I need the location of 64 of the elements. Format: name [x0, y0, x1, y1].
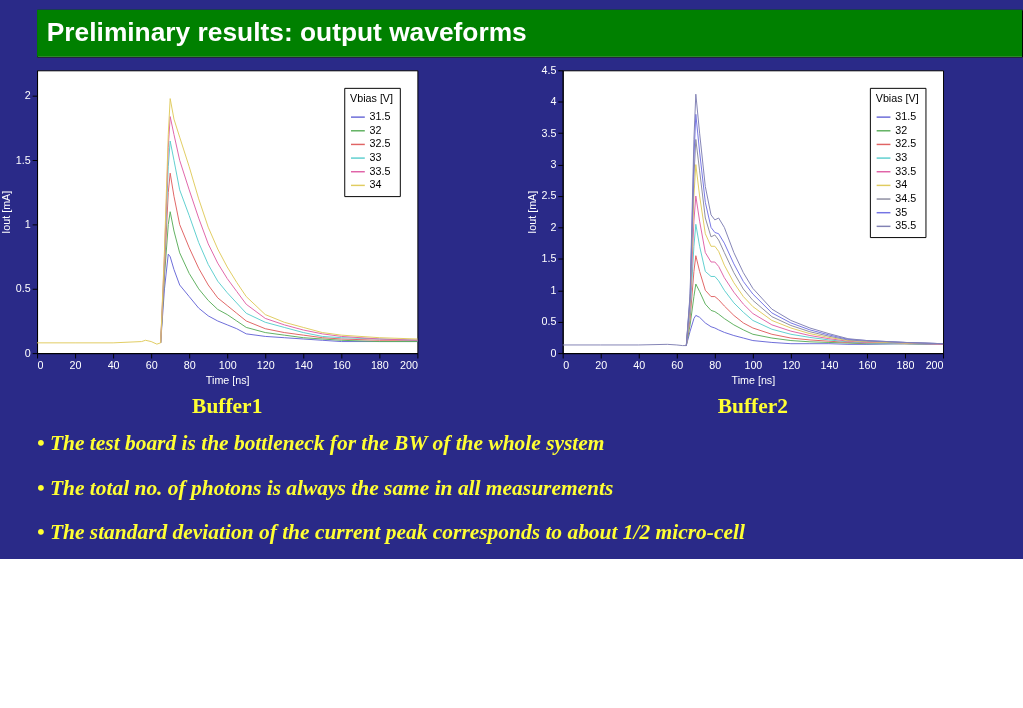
y-tick-label: 4: [550, 95, 557, 108]
legend-label: 35: [895, 205, 908, 218]
legend-title: Vbias [V]: [875, 92, 919, 105]
text: Buffer1: [192, 393, 263, 418]
x-tick-label: 0: [563, 359, 570, 372]
x-tick-label: 160: [858, 359, 877, 372]
y-tick-label: 1: [550, 283, 557, 296]
legend-label: 32.5: [369, 137, 391, 150]
x-tick-label: 0: [37, 359, 44, 372]
y-tick-label: 1.5: [541, 252, 557, 265]
x-tick-label: 200: [399, 359, 418, 372]
y-tick-label: 0: [550, 346, 557, 359]
legend-label: 32: [895, 123, 908, 136]
y-tick-label: 1.5: [15, 153, 31, 166]
legend-label: 32.5: [895, 137, 917, 150]
legend-label: 31.5: [369, 110, 391, 123]
legend-label: 33: [369, 151, 382, 164]
x-tick-label: 60: [145, 359, 158, 372]
x-axis-title: Time [ns]: [731, 373, 776, 386]
x-axis-title: Time [ns]: [205, 373, 250, 386]
x-tick-label: 100: [744, 359, 763, 372]
legend-label: 31.5: [895, 110, 917, 123]
text: • The standard deviation of the current peak corresponds to about 1/2 micro-cell: [37, 520, 745, 545]
x-tick-label: 140: [820, 359, 839, 372]
x-tick-label: 20: [69, 359, 82, 372]
text: • The total no. of photons is always the same in all measurements: [37, 475, 614, 500]
x-tick-label: 180: [370, 359, 389, 372]
y-axis-title: Iout [mA]: [525, 190, 538, 234]
y-tick-label: 2: [24, 89, 31, 102]
text: Buffer2: [717, 393, 788, 418]
legend-label: 33: [895, 151, 908, 164]
legend-label: 33.5: [369, 164, 391, 177]
y-tick-label: 3: [550, 158, 557, 170]
x-tick-label: 20: [595, 359, 608, 372]
x-tick-label: 120: [782, 359, 801, 372]
x-tick-label: 40: [633, 359, 646, 372]
y-tick-label: 0: [24, 346, 31, 359]
y-tick-label: 2: [550, 220, 557, 233]
x-tick-label: 80: [709, 359, 722, 372]
legend-label: 33.5: [895, 164, 917, 177]
y-tick-label: 0.5: [15, 282, 31, 295]
legend-label: 34.5: [895, 191, 917, 204]
y-tick-label: 1: [24, 217, 31, 230]
y-axis-title: Iout [mA]: [0, 190, 12, 234]
x-tick-label: 60: [671, 359, 684, 372]
legend-label: 32: [369, 123, 382, 136]
x-tick-label: 180: [896, 359, 915, 372]
y-tick-label: 2.5: [541, 189, 557, 202]
y-tick-label: 3.5: [541, 126, 557, 139]
y-tick-label: 4.5: [541, 63, 557, 76]
chart-title: Preliminary results: output waveforms: [46, 17, 527, 48]
x-tick-label: 40: [107, 359, 120, 372]
x-tick-label: 160: [332, 359, 351, 372]
y-tick-label: 0.5: [541, 315, 557, 328]
legend-label: 34: [369, 178, 382, 191]
legend-title: Vbias [V]: [350, 92, 394, 105]
x-tick-label: 80: [183, 359, 196, 372]
x-tick-label: 100: [218, 359, 237, 372]
legend-label: 35.5: [895, 219, 917, 232]
text: • The test board is the bottleneck for the BW of the whole system: [37, 430, 605, 455]
x-tick-label: 200: [925, 359, 944, 372]
legend-label: 34: [895, 178, 908, 191]
x-tick-label: 140: [294, 359, 313, 372]
x-tick-label: 120: [256, 359, 275, 372]
